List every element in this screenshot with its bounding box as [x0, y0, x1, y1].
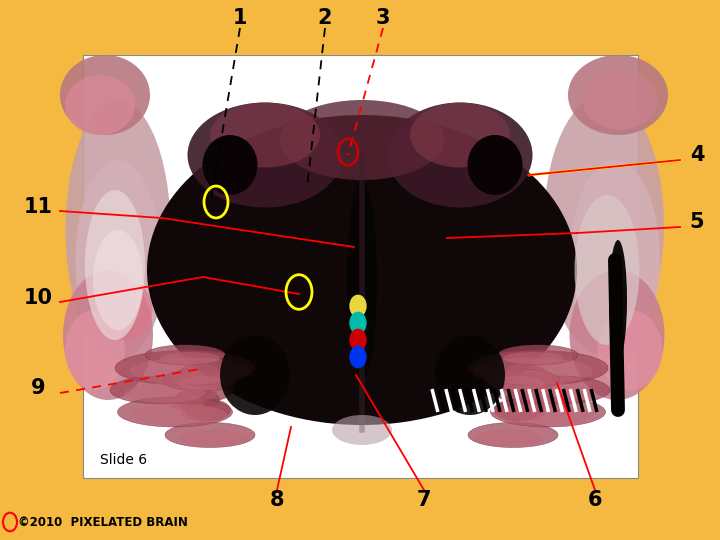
Text: ©2010  PIXELATED BRAIN: ©2010 PIXELATED BRAIN — [18, 516, 188, 529]
Ellipse shape — [544, 95, 664, 355]
Ellipse shape — [582, 70, 657, 130]
Ellipse shape — [186, 399, 230, 421]
Ellipse shape — [210, 103, 320, 167]
Ellipse shape — [521, 395, 556, 411]
Ellipse shape — [435, 335, 505, 415]
Ellipse shape — [110, 376, 210, 404]
Ellipse shape — [202, 135, 258, 195]
Ellipse shape — [65, 310, 125, 390]
Ellipse shape — [66, 100, 171, 360]
Text: 8: 8 — [270, 490, 284, 510]
Ellipse shape — [97, 280, 153, 340]
Ellipse shape — [503, 352, 563, 364]
Ellipse shape — [182, 385, 217, 401]
Ellipse shape — [187, 379, 233, 401]
Ellipse shape — [178, 376, 233, 390]
Ellipse shape — [495, 404, 590, 426]
FancyBboxPatch shape — [83, 55, 638, 478]
Ellipse shape — [60, 55, 150, 135]
Ellipse shape — [163, 369, 238, 391]
Ellipse shape — [132, 404, 228, 426]
Text: 3: 3 — [376, 8, 390, 28]
Ellipse shape — [473, 429, 543, 447]
Ellipse shape — [570, 160, 660, 360]
Ellipse shape — [570, 270, 665, 400]
Ellipse shape — [568, 55, 668, 135]
Ellipse shape — [495, 399, 539, 421]
Ellipse shape — [76, 160, 161, 360]
Ellipse shape — [169, 395, 204, 411]
Ellipse shape — [505, 389, 551, 411]
Ellipse shape — [165, 422, 255, 448]
Ellipse shape — [350, 312, 366, 334]
Ellipse shape — [350, 329, 366, 350]
Ellipse shape — [387, 103, 533, 207]
Ellipse shape — [508, 385, 542, 401]
Ellipse shape — [575, 195, 639, 345]
Text: 11: 11 — [24, 197, 53, 217]
Ellipse shape — [490, 376, 544, 390]
Ellipse shape — [178, 364, 222, 386]
Ellipse shape — [350, 346, 366, 368]
Text: 6: 6 — [588, 490, 602, 510]
Ellipse shape — [598, 310, 662, 390]
Ellipse shape — [145, 345, 225, 365]
Text: Slide 6: Slide 6 — [100, 453, 147, 467]
Ellipse shape — [492, 379, 538, 401]
Ellipse shape — [65, 75, 135, 135]
Ellipse shape — [180, 429, 250, 447]
Ellipse shape — [160, 352, 220, 364]
Ellipse shape — [468, 350, 608, 386]
Text: 2: 2 — [318, 8, 332, 28]
Text: 9: 9 — [31, 378, 45, 398]
Ellipse shape — [147, 115, 577, 425]
Ellipse shape — [410, 103, 510, 167]
Ellipse shape — [332, 415, 392, 445]
Ellipse shape — [347, 180, 377, 380]
Ellipse shape — [187, 103, 343, 207]
Ellipse shape — [173, 370, 207, 386]
Ellipse shape — [510, 376, 610, 404]
Ellipse shape — [130, 357, 250, 384]
Ellipse shape — [174, 389, 220, 411]
Ellipse shape — [115, 350, 255, 386]
Text: 4: 4 — [690, 145, 704, 165]
Ellipse shape — [85, 190, 145, 340]
Text: 1: 1 — [233, 8, 247, 28]
Text: 10: 10 — [24, 288, 53, 308]
Ellipse shape — [467, 135, 523, 195]
Ellipse shape — [503, 364, 547, 386]
Ellipse shape — [350, 295, 366, 316]
Ellipse shape — [490, 397, 606, 427]
Ellipse shape — [279, 100, 444, 180]
Ellipse shape — [473, 357, 593, 384]
Ellipse shape — [93, 230, 143, 330]
Ellipse shape — [468, 422, 558, 448]
Ellipse shape — [518, 370, 552, 386]
Ellipse shape — [181, 405, 215, 421]
Ellipse shape — [515, 383, 595, 403]
Ellipse shape — [125, 383, 205, 403]
Ellipse shape — [485, 369, 559, 391]
Ellipse shape — [609, 240, 627, 360]
Ellipse shape — [510, 405, 544, 421]
Ellipse shape — [498, 345, 578, 365]
Ellipse shape — [117, 397, 233, 427]
Ellipse shape — [63, 270, 153, 400]
Text: 5: 5 — [690, 212, 704, 232]
Text: 7: 7 — [417, 490, 431, 510]
Ellipse shape — [220, 335, 290, 415]
